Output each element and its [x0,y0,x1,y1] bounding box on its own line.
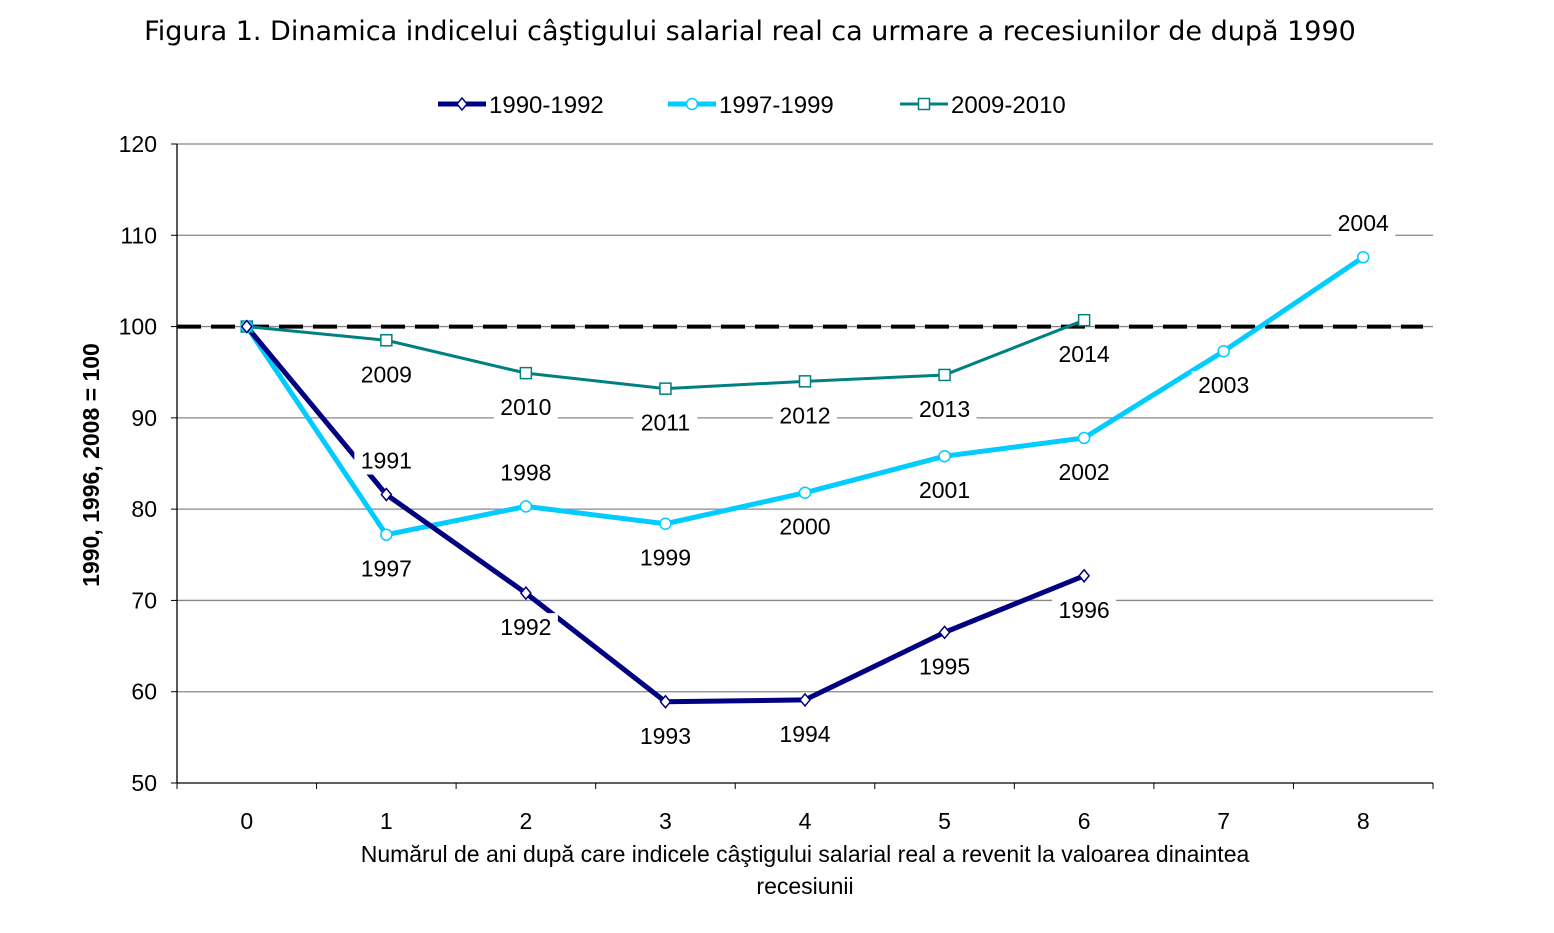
x-tick-label-4: 4 [799,808,812,834]
data-label-2012: 2012 [779,402,830,428]
data-label-bg [493,458,558,487]
data-label-bg [1052,595,1117,624]
legend: 1990-1992 1997-1999 2009-2010 [438,92,1066,119]
legend-label-1997-1999: 1997-1999 [719,92,834,119]
data-label-1992: 1992 [500,614,551,640]
x-tick-label-2: 2 [519,808,532,834]
data-label-bg [773,401,837,430]
y-tick-label-110: 110 [120,222,157,248]
data-point-1990-1992 [1078,568,1091,583]
x-tick-label-3: 3 [659,808,672,834]
data-label-bg [633,721,698,750]
series-lines [240,250,1370,709]
data-label-bg [912,394,977,423]
data-point-2009-2010 [938,368,951,382]
data-point-2009-2010 [519,366,533,380]
y-tick-label-100: 100 [119,314,157,340]
data-point-1990-1992 [380,487,393,502]
data-point-1990-1992 [938,625,951,640]
data-label-bg [1052,340,1117,369]
data-point-1997-1999 [380,528,393,541]
data-label-bg [354,554,419,583]
x-tick-label-1: 1 [380,808,393,834]
legend-marker-1990-1992 [456,96,468,112]
y-tick-label-60: 60 [131,679,157,705]
data-label-bg [354,360,419,389]
y-tick-label-70: 70 [131,587,157,613]
data-point-1990-1992 [659,694,672,709]
data-label-1998: 1998 [500,459,551,485]
x-axis-title-line1: Numărul de ani după care indicele câştig… [361,841,1250,867]
y-tick-label-90: 90 [131,405,157,431]
data-point-2009-2010 [1077,313,1091,327]
x-axis-title-line2: recesiunii [756,873,853,899]
data-label-bg [773,719,837,748]
data-label-bg [1331,209,1396,238]
legend-marker-1997-1999 [685,97,699,111]
data-point-2009-2010 [380,334,393,347]
data-label-1995: 1995 [919,653,970,679]
legend-marker-2009-2010 [917,97,931,111]
x-tick-label-7: 7 [1217,808,1230,834]
y-tick-label-120: 120 [119,131,157,157]
data-label-2002: 2002 [1059,459,1110,485]
data-label-2013: 2013 [919,396,970,422]
data-label-2001: 2001 [919,477,970,503]
data-label-2009: 2009 [361,361,412,387]
data-label-1993: 1993 [640,723,691,749]
data-point-1997-1999 [1217,344,1230,358]
data-point-1997-1999 [798,486,812,499]
data-point-1997-1999 [519,500,533,513]
data-point-1997-1999 [659,517,672,530]
data-label-2000: 2000 [779,514,830,540]
data-label-bg [633,408,698,437]
data-point-1990-1992 [519,585,532,601]
data-label-2003: 2003 [1198,372,1249,398]
data-label-bg [912,476,977,505]
legend-label-1990-1992: 1990-1992 [489,92,604,119]
data-point-1997-1999 [1077,431,1091,445]
data-point-2009-2010 [798,375,812,388]
data-label-1994: 1994 [779,721,830,747]
data-label-bg [493,393,558,422]
data-label-1997: 1997 [361,556,412,582]
data-label-1999: 1999 [640,545,691,571]
y-tick-label-80: 80 [131,496,157,522]
data-point-1990-1992 [799,692,811,708]
chart-title: Figura 1. Dinamica indicelui câştigului … [144,16,1356,47]
y-tick-label-50: 50 [131,770,157,796]
data-label-2011: 2011 [641,410,690,436]
data-point-1990-1992 [240,319,253,334]
data-label-bg [493,613,558,642]
x-tick-label-5: 5 [938,808,951,834]
gridlines [177,143,1433,693]
data-label-bg [354,446,419,475]
data-label-2014: 2014 [1059,341,1110,367]
data-label-bg [633,543,698,572]
x-tick-label-8: 8 [1357,808,1370,834]
data-label-bg [773,512,837,541]
legend-label-2009-2010: 2009-2010 [951,92,1066,119]
data-point-1997-1999 [1356,250,1370,264]
data-point-1997-1999 [938,449,951,463]
data-label-1991: 1991 [361,448,412,474]
data-label-2010: 2010 [500,394,551,420]
data-label-1996: 1996 [1059,597,1110,623]
x-tick-label-0: 0 [240,808,253,834]
data-label-bg [1052,457,1117,486]
x-tick-label-6: 6 [1078,808,1091,834]
point-labels: 2009 2010 2011 2012 2013 2014 1997 1998 1999 2000… [354,209,1396,750]
y-axis-title: 1990, 1996, 2008 = 100 [78,343,104,587]
data-label-bg [1191,371,1256,400]
data-label-bg [912,652,977,681]
data-point-2009-2010 [659,382,672,395]
data-label-2004: 2004 [1338,210,1389,236]
